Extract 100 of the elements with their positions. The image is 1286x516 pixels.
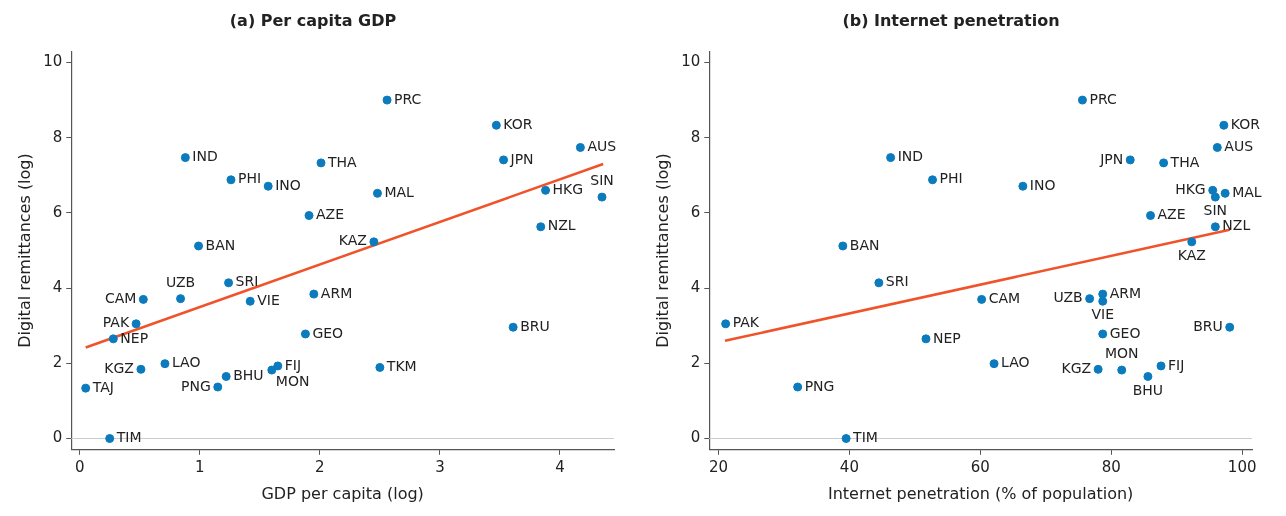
point [1085, 294, 1095, 304]
data-label: BAN [849, 236, 880, 253]
point [131, 319, 141, 329]
point [382, 95, 392, 105]
data-label: SRI [235, 273, 259, 290]
point [316, 158, 326, 168]
point [1077, 95, 1087, 105]
data-label: IND [897, 148, 924, 165]
y-tick-label: 10 [681, 52, 701, 71]
point [1219, 120, 1229, 130]
point [874, 278, 884, 288]
data-label: JPN [509, 150, 534, 167]
point [841, 434, 851, 444]
data-label: FIJ [284, 356, 302, 373]
data-label: PRC [1089, 90, 1117, 107]
y-tick-label: 2 [690, 353, 701, 372]
data-label: GEO [312, 324, 344, 341]
data-label: HKG [1175, 180, 1206, 197]
data-label: LAO [1001, 354, 1030, 371]
y-axis-title: Digital remittances (log) [652, 153, 672, 348]
data-label: UZB [1053, 289, 1083, 306]
data-label: HKG [552, 180, 584, 197]
chart-title: (a) Per capita GDP [229, 10, 397, 30]
x-tick-label: 60 [970, 457, 990, 476]
point [793, 382, 803, 392]
data-label: THA [1169, 153, 1200, 170]
data-label: AZE [1157, 206, 1186, 223]
point [921, 334, 931, 344]
y-tick-label: 0 [690, 428, 701, 447]
x-axis-title: GDP per capita (log) [261, 483, 424, 503]
data-label: UZB [165, 273, 196, 290]
point [499, 155, 509, 165]
data-label: KAZ [1177, 246, 1206, 263]
data-label: INO [275, 176, 301, 193]
point [304, 211, 314, 221]
data-label: VIE [257, 291, 280, 308]
data-label: TIM [115, 429, 142, 446]
point [508, 322, 518, 332]
data-label: KOR [503, 115, 533, 132]
point [1146, 211, 1156, 221]
point [108, 334, 118, 344]
point [309, 289, 319, 299]
data-label: AZE [316, 206, 345, 223]
point [597, 192, 607, 202]
point [267, 365, 277, 375]
point [226, 175, 236, 185]
y-tick-label: 4 [52, 277, 63, 296]
point [375, 362, 385, 372]
data-label: IND [192, 148, 218, 165]
x-tick-label: 20 [708, 457, 728, 476]
point [1187, 237, 1197, 247]
data-label: SIN [1203, 202, 1228, 219]
point [136, 364, 146, 374]
x-tick-label: 80 [1101, 457, 1121, 476]
data-label: LAO [171, 354, 201, 371]
y-tick-label: 10 [43, 52, 63, 71]
point [221, 371, 231, 381]
point [1210, 222, 1220, 232]
point [369, 237, 379, 247]
data-label: JPN [1099, 150, 1124, 167]
point [1098, 329, 1108, 339]
data-label: NEP [932, 329, 961, 346]
x-tick-label: 100 [1227, 457, 1257, 476]
data-label: PNG [804, 377, 835, 394]
y-tick-label: 4 [690, 277, 701, 296]
data-label: THA [327, 153, 358, 170]
point [541, 185, 551, 195]
x-tick-label: 40 [839, 457, 859, 476]
data-label: TKM [385, 358, 417, 375]
point [886, 153, 896, 163]
point [1125, 155, 1135, 165]
point [1156, 361, 1166, 371]
data-label: PHI [939, 170, 963, 187]
point [1098, 296, 1108, 306]
point [180, 153, 190, 163]
y-tick-label: 0 [52, 428, 63, 447]
data-label: KAZ [338, 232, 367, 249]
y-tick-label: 2 [52, 353, 63, 372]
data-label: INO [1029, 176, 1056, 193]
chart-title: (b) Internet penetration [842, 10, 1060, 30]
y-tick-label: 8 [52, 127, 63, 146]
point [224, 278, 234, 288]
data-label: KGZ [104, 359, 134, 376]
data-label: VIE [1091, 306, 1115, 323]
data-label: PHI [237, 170, 262, 187]
data-label: BHU [1132, 381, 1164, 398]
point [977, 294, 987, 304]
point [81, 383, 91, 393]
x-tick-label: 0 [74, 457, 85, 476]
data-label: BRU [520, 317, 550, 334]
point [213, 382, 223, 392]
x-tick-label: 2 [315, 457, 325, 476]
point [160, 359, 170, 369]
data-label: NZL [1222, 217, 1251, 234]
point [1117, 365, 1127, 375]
point [176, 294, 186, 304]
data-label: CAM [104, 290, 137, 307]
point [194, 241, 204, 251]
data-label: ARM [1109, 284, 1142, 301]
point [1225, 322, 1235, 332]
